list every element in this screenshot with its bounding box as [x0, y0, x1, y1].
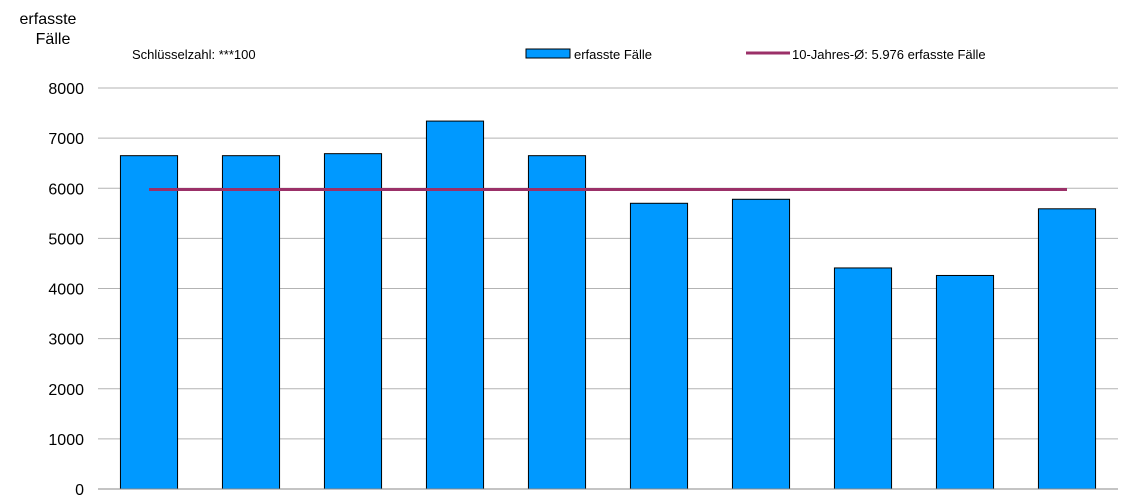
bar — [221, 155, 281, 490]
y-tick-label: 8000 — [48, 81, 84, 98]
legend-swatch-bar — [525, 48, 571, 59]
bars — [119, 120, 1097, 490]
y-tick-label: 1000 — [48, 432, 84, 449]
bar — [527, 155, 587, 490]
bar — [833, 267, 893, 490]
bar — [731, 198, 791, 490]
bar — [1037, 208, 1097, 490]
bar — [323, 153, 383, 490]
y-tick-label: 6000 — [48, 181, 84, 198]
y-axis-label-line-2: Fälle — [36, 31, 71, 48]
legend-label-bar: erfasste Fälle — [574, 47, 652, 62]
y-tick-label: 7000 — [48, 131, 84, 148]
y-tick-label: 5000 — [48, 231, 84, 248]
legend-label-line: 10-Jahres-Ø: 5.976 erfasste Fälle — [792, 47, 986, 62]
legend: erfasste Fälle 10-Jahres-Ø: 5.976 erfass… — [525, 47, 986, 62]
bar — [935, 274, 995, 490]
bar — [119, 155, 179, 490]
y-tick-label: 3000 — [48, 332, 84, 349]
y-axis-label-line-1: erfasste — [20, 11, 77, 28]
y-axis-ticks: 0 1000 2000 3000 4000 5000 6000 7000 8000 — [48, 81, 84, 499]
key-number-note: Schlüsselzahl: ***100 — [132, 47, 256, 62]
bar — [425, 120, 485, 490]
bar — [629, 202, 689, 490]
y-tick-label: 0 — [75, 482, 84, 499]
y-tick-label: 4000 — [48, 282, 84, 299]
y-tick-label: 2000 — [48, 382, 84, 399]
